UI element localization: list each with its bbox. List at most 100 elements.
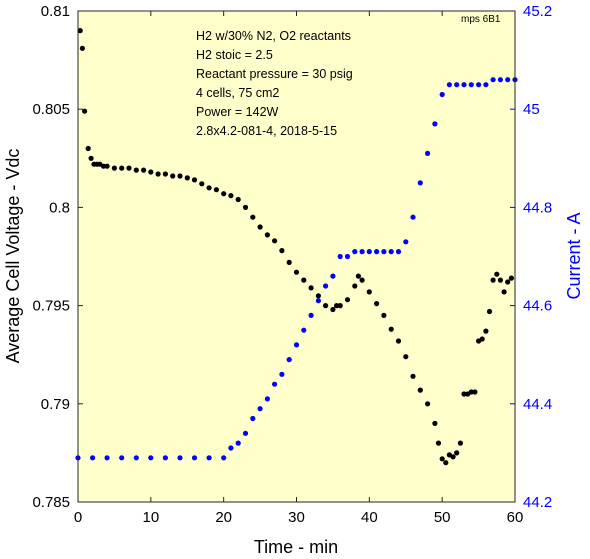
- current-point: [344, 253, 351, 260]
- voltage-point: [250, 214, 256, 220]
- voltage-point: [213, 187, 219, 193]
- current-point: [301, 327, 307, 333]
- current-point: [104, 455, 110, 461]
- right-y-tick-label: 44.8: [523, 199, 552, 216]
- voltage-point: [286, 259, 292, 265]
- current-point: [177, 455, 183, 461]
- current-point: [242, 430, 249, 436]
- voltage-point: [162, 171, 168, 177]
- current-point: [446, 82, 452, 88]
- voltage-point: [344, 297, 351, 303]
- voltage-point: [235, 196, 241, 203]
- current-point: [257, 406, 263, 412]
- right-y-tick-label: 44.2: [523, 494, 552, 511]
- annotation-line-3: Reactant pressure = 30 psig: [196, 67, 353, 81]
- voltage-point: [359, 277, 365, 283]
- current-point: [410, 214, 416, 220]
- voltage-point: [104, 163, 110, 169]
- voltage-point: [395, 338, 402, 344]
- voltage-point: [352, 283, 358, 289]
- voltage-point: [435, 440, 442, 446]
- voltage-point: [457, 440, 463, 446]
- x-tick-label: 0: [74, 509, 82, 526]
- current-point: [293, 342, 300, 348]
- current-point: [468, 82, 474, 88]
- current-point: [352, 249, 358, 255]
- x-tick-label: 50: [434, 509, 451, 526]
- current-point: [206, 455, 212, 461]
- voltage-point: [483, 328, 489, 334]
- voltage-point: [450, 454, 456, 460]
- left-y-tick-label: 0.81: [41, 3, 70, 20]
- left-y-tick-label: 0.8: [49, 199, 70, 216]
- current-point: [279, 371, 285, 377]
- current-point: [90, 455, 96, 461]
- voltage-point: [141, 167, 147, 173]
- voltage-point: [293, 269, 300, 275]
- current-point: [286, 357, 292, 363]
- voltage-point: [111, 165, 117, 171]
- plot-frame: [77, 10, 516, 503]
- right-y-tick-label: 45: [523, 101, 540, 118]
- current-point: [403, 239, 409, 245]
- current-point: [272, 381, 278, 387]
- voltage-point: [337, 303, 343, 309]
- current-point: [308, 312, 314, 318]
- voltage-point: [381, 312, 387, 318]
- voltage-point: [301, 277, 307, 283]
- annotation-line-1: H2 w/30% N2, O2 reactants: [196, 29, 351, 43]
- x-tick-label: 30: [288, 509, 305, 526]
- current-point: [264, 396, 270, 402]
- annotation-line-4: 4 cells, 75 cm2: [196, 86, 279, 100]
- current-point: [497, 77, 503, 83]
- current-point: [476, 82, 482, 88]
- voltage-point: [155, 171, 161, 177]
- right-y-axis-title: Current - A: [564, 212, 584, 299]
- current-point: [133, 455, 139, 461]
- voltage-point: [505, 279, 511, 285]
- annotation-line-6: 2.8x4.2-081-4, 2018-5-15: [196, 124, 337, 138]
- voltage-point: [272, 238, 278, 244]
- voltage-point: [82, 108, 88, 114]
- current-point: [162, 455, 168, 461]
- voltage-point: [443, 460, 449, 466]
- voltage-point: [191, 177, 198, 183]
- voltage-point: [133, 167, 139, 173]
- current-point: [119, 455, 125, 461]
- voltage-point: [279, 248, 285, 254]
- current-point: [366, 249, 372, 255]
- current-point: [381, 249, 387, 255]
- voltage-point: [315, 293, 321, 299]
- left-y-tick-label: 0.785: [32, 494, 70, 511]
- voltage-point: [439, 456, 445, 462]
- left-y-axis-title: Average Cell Voltage - Vdc: [3, 149, 23, 364]
- annotation-line-5: Power = 142W: [196, 105, 279, 119]
- x-tick-label: 20: [215, 509, 232, 526]
- voltage-point: [242, 204, 249, 210]
- current-point: [359, 249, 365, 255]
- voltage-point: [468, 389, 474, 395]
- current-point: [461, 82, 467, 88]
- current-point: [454, 82, 460, 88]
- annotation-block: H2 w/30% N2, O2 reactants H2 stoic = 2.5…: [196, 29, 353, 138]
- voltage-point: [100, 163, 107, 169]
- voltage-point: [264, 232, 270, 238]
- voltage-point: [486, 308, 493, 315]
- voltage-point: [403, 354, 409, 360]
- current-point: [374, 249, 380, 255]
- voltage-point: [490, 277, 496, 283]
- voltage-point: [501, 289, 507, 295]
- x-tick-label: 40: [361, 509, 378, 526]
- voltage-point: [388, 326, 394, 332]
- right-y-tick-label: 45.2: [523, 3, 552, 20]
- corner-label: mps 6B1: [461, 14, 501, 25]
- current-point: [323, 283, 329, 289]
- voltage-point: [366, 289, 372, 295]
- voltage-point: [79, 45, 85, 51]
- x-axis-title: Time - min: [254, 537, 338, 557]
- current-point: [148, 455, 154, 461]
- voltage-point: [494, 271, 500, 277]
- current-point: [337, 253, 343, 260]
- x-tick-label: 60: [507, 509, 524, 526]
